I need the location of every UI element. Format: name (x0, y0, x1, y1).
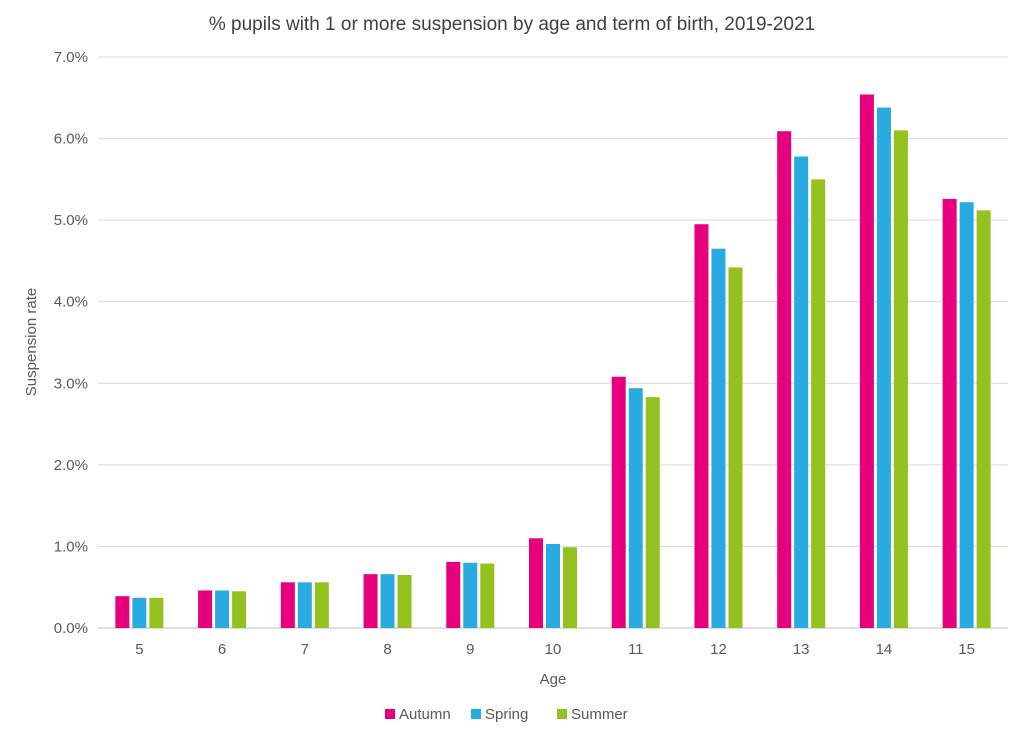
legend-item-autumn: Autumn (385, 706, 451, 723)
chart-title: % pupils with 1 or more suspension by ag… (209, 14, 815, 35)
bar-summer-age-10 (563, 547, 577, 628)
x-axis-ticks: 5 6 7 8 9 10 11 12 13 14 15 (135, 641, 975, 658)
bar-summer-age-14 (893, 130, 908, 628)
bar-autumn-age-9 (446, 561, 461, 628)
bar-autumn-age-8 (363, 574, 378, 628)
legend-label: Spring (485, 706, 528, 723)
legend-item-summer: Summer (557, 706, 628, 723)
x-tick-label: 11 (628, 641, 644, 658)
bar-spring-age-10 (546, 543, 560, 628)
bar-spring-age-12 (711, 248, 726, 628)
bar-autumn-age-11 (611, 376, 626, 628)
x-tick-label: 10 (545, 641, 562, 658)
y-tick-label: 1.0% (54, 538, 88, 555)
bar-spring-age-5 (132, 597, 147, 628)
y-tick-label: 7.0% (54, 49, 88, 66)
bar-autumn-age-6 (198, 590, 213, 628)
y-tick-label: 4.0% (54, 294, 88, 311)
bar-autumn-age-12 (694, 224, 709, 628)
y-axis-label: Suspension rate (23, 288, 40, 396)
bar-summer-age-8 (397, 574, 412, 628)
x-tick-label: 6 (218, 641, 226, 658)
x-axis-label: Age (540, 671, 567, 688)
y-tick-label: 0.0% (54, 620, 88, 637)
bar-spring-age-15 (959, 202, 974, 628)
bar-summer-age-15 (976, 210, 991, 628)
bar-spring-age-8 (380, 574, 395, 628)
y-tick-label: 6.0% (54, 131, 88, 148)
x-tick-label: 13 (793, 641, 810, 658)
x-tick-label: 14 (876, 641, 893, 658)
x-tick-label: 5 (135, 641, 143, 658)
bar-spring-age-11 (628, 388, 643, 628)
legend-swatch (385, 709, 395, 719)
bar-autumn-age-15 (942, 198, 957, 629)
x-tick-label: 7 (301, 641, 309, 658)
legend-label: Summer (571, 706, 628, 723)
bar-autumn-age-5 (115, 596, 130, 628)
bar-summer-age-5 (149, 597, 164, 628)
bar-spring-age-6 (215, 590, 230, 628)
x-tick-label: 12 (710, 641, 727, 658)
bar-summer-age-13 (811, 179, 826, 628)
x-tick-label: 8 (383, 641, 391, 658)
bar-autumn-age-7 (280, 582, 295, 628)
bar-spring-age-7 (297, 582, 312, 628)
bar-spring-age-14 (876, 107, 891, 629)
legend-swatch (557, 709, 567, 719)
bar-spring-age-13 (794, 156, 809, 628)
bar-autumn-age-14 (859, 94, 874, 629)
legend-item-spring: Spring (471, 706, 528, 723)
legend-label: Autumn (399, 706, 451, 723)
bar-summer-age-11 (645, 397, 660, 628)
bar-autumn-age-10 (529, 538, 543, 628)
bar-autumn-age-13 (777, 131, 792, 629)
x-tick-label: 15 (958, 641, 975, 658)
y-axis-ticks: 0.0% 1.0% 2.0% 3.0% 4.0% 5.0% 6.0% 7.0% (54, 49, 88, 637)
bar-summer-age-6 (232, 591, 247, 628)
x-tick-label: 9 (466, 641, 474, 658)
legend-swatch (471, 709, 481, 719)
y-tick-label: 2.0% (54, 457, 88, 474)
legend: Autumn Spring Summer (385, 706, 628, 723)
bar-summer-age-7 (314, 582, 329, 628)
y-tick-label: 5.0% (54, 212, 88, 229)
y-tick-label: 3.0% (54, 375, 88, 392)
bars (115, 94, 991, 629)
bar-summer-age-9 (480, 563, 495, 628)
bar-summer-age-12 (728, 267, 743, 628)
gridlines (98, 56, 1008, 629)
bar-spring-age-9 (463, 562, 478, 628)
